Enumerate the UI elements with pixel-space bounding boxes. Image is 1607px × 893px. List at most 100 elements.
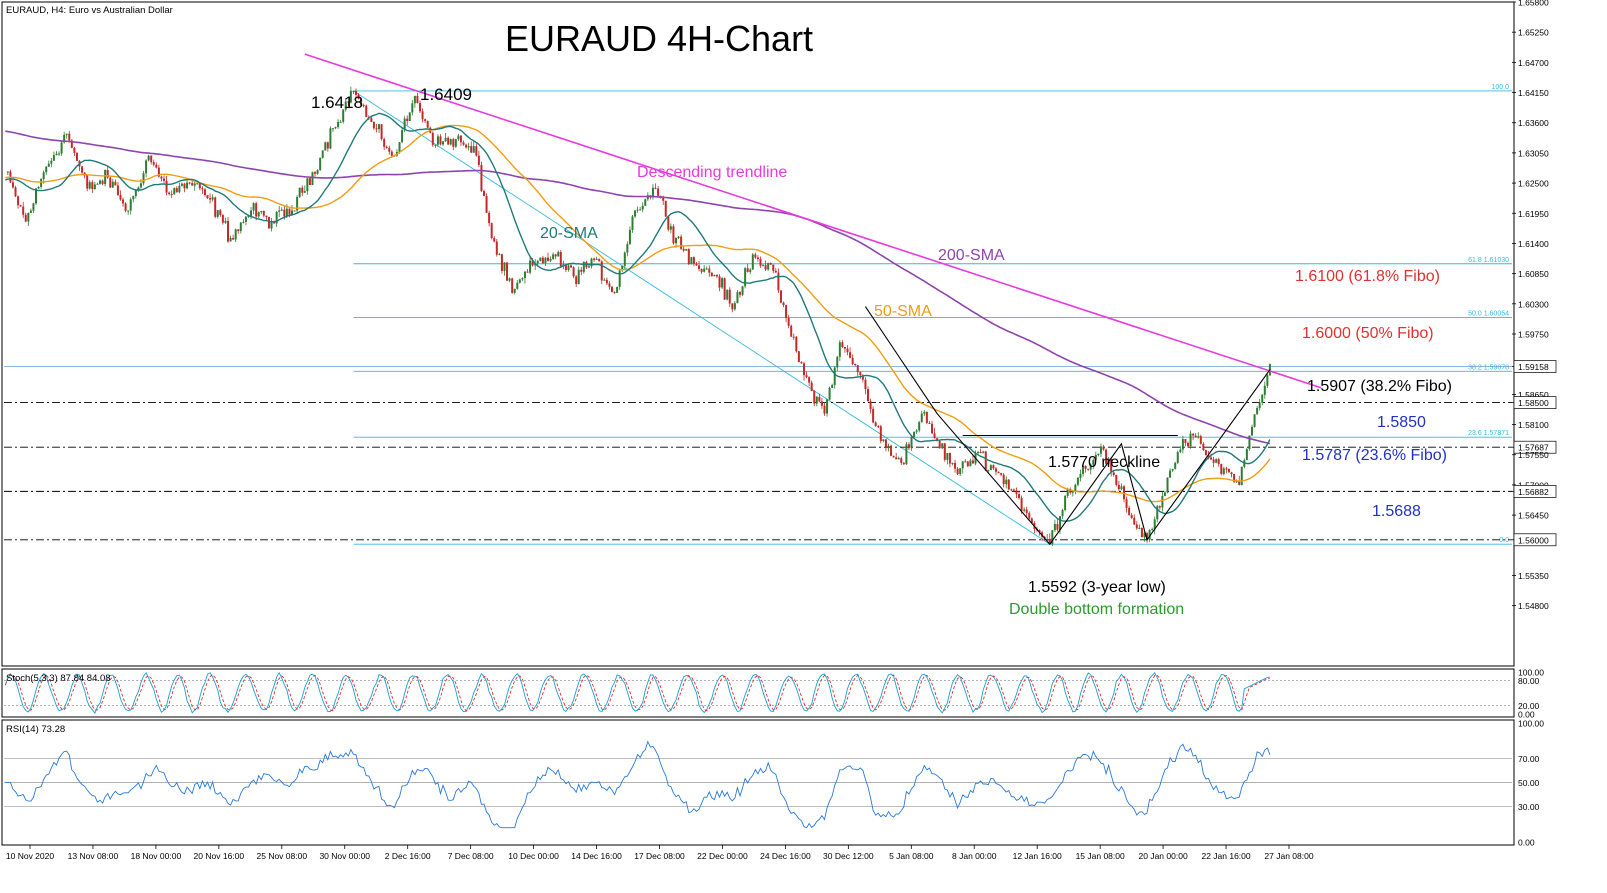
- candle-body: [503, 262, 506, 271]
- candle: [797, 351, 800, 363]
- candle-body: [1069, 489, 1072, 493]
- candle: [439, 134, 442, 146]
- candle: [723, 277, 726, 300]
- candle-body: [303, 191, 306, 193]
- candle: [933, 427, 936, 439]
- candle: [40, 177, 43, 189]
- candle-body: [388, 147, 391, 152]
- candle-body: [867, 389, 869, 402]
- candle: [1146, 531, 1149, 543]
- sma20-line: [5, 112, 1271, 522]
- candle-body: [1059, 516, 1061, 530]
- y-tick-label: 1.56882: [1518, 487, 1549, 497]
- candle: [1076, 476, 1079, 487]
- candle-body: [475, 146, 478, 156]
- candle: [1215, 458, 1218, 464]
- candle: [1194, 433, 1197, 438]
- candle: [81, 165, 84, 175]
- candle-body: [35, 188, 37, 204]
- candle: [462, 140, 465, 146]
- candle: [372, 121, 375, 130]
- candle: [344, 98, 347, 112]
- candle-body: [454, 139, 457, 147]
- candle: [603, 277, 606, 281]
- candle-body: [362, 105, 365, 107]
- stoch-signal-line: [4, 673, 1270, 712]
- candle: [1069, 487, 1072, 495]
- candle-body: [890, 445, 893, 456]
- candle-body: [342, 109, 345, 122]
- candle-body: [664, 200, 667, 217]
- stoch-title: Stoch(5,3,3) 87.84 84.08: [6, 673, 111, 684]
- annotations: 1.6418 1.6409 1.5770 neckline 1.5592 (3-yea…: [311, 85, 1452, 618]
- candle-body: [582, 261, 585, 272]
- rsi-tick-label: 100.00: [1518, 719, 1544, 729]
- candle: [1125, 496, 1128, 513]
- candle: [593, 257, 596, 262]
- y-tick-label: 1.58100: [1518, 420, 1549, 430]
- label-sma50: 50-SMA: [874, 303, 932, 320]
- candle-body: [1151, 528, 1154, 530]
- candle-body: [849, 352, 852, 358]
- candle-body: [1187, 442, 1189, 447]
- label-fibo-382: 1.5907 (38.2% Fibo): [1307, 378, 1452, 395]
- candle-body: [938, 441, 941, 449]
- candle: [203, 188, 206, 197]
- candle: [554, 253, 557, 260]
- candle-body: [55, 153, 58, 156]
- candle: [485, 193, 488, 214]
- candle: [905, 442, 908, 466]
- candle: [733, 300, 736, 311]
- candle-body: [915, 430, 918, 432]
- price-tag-box: [1513, 360, 1557, 373]
- candle-body: [508, 278, 511, 281]
- axes: 1.65800 1.65250 1.64700 1.64150 1.63600 1.630…: [6, 0, 1557, 861]
- candle: [1245, 447, 1248, 461]
- candle-body: [232, 237, 235, 240]
- candle: [1133, 514, 1136, 526]
- candle: [380, 123, 383, 141]
- candle: [598, 258, 601, 262]
- candle-body: [1220, 463, 1223, 474]
- candle-body: [1233, 474, 1236, 482]
- y-tick-label: 1.55350: [1518, 571, 1549, 581]
- candle-body: [843, 347, 846, 349]
- candle-body: [265, 215, 268, 218]
- candle: [872, 406, 875, 424]
- candle-body: [511, 278, 514, 293]
- candle-body: [211, 197, 214, 200]
- candle-body: [24, 214, 27, 222]
- candle: [718, 274, 721, 292]
- candle-body: [984, 451, 987, 471]
- candle: [401, 127, 404, 144]
- candle: [216, 210, 219, 219]
- candle-body: [357, 94, 360, 99]
- candle-body: [1089, 464, 1092, 470]
- y-tick-label: 1.58650: [1518, 390, 1549, 400]
- candle-body: [472, 146, 475, 153]
- fibo-diagonal: [353, 90, 1051, 545]
- candle: [992, 464, 995, 471]
- candle: [467, 142, 470, 151]
- candle: [298, 187, 301, 198]
- candle-body: [229, 237, 232, 242]
- candle-body: [536, 260, 539, 264]
- candle: [1092, 458, 1095, 470]
- candle-body: [1158, 506, 1161, 508]
- candle-body: [173, 188, 176, 195]
- rsi-tick-label: 30.00: [1518, 802, 1540, 812]
- candle: [1204, 449, 1207, 456]
- candle: [349, 86, 352, 104]
- candle: [513, 288, 516, 295]
- candle-body: [1245, 449, 1248, 461]
- candle-body: [1146, 533, 1149, 540]
- candle-body: [134, 189, 137, 197]
- candle: [1268, 363, 1271, 377]
- candle: [851, 354, 854, 366]
- candle: [1023, 507, 1026, 513]
- label-neckline: 1.5770 neckline: [1048, 454, 1160, 471]
- candle-body: [14, 187, 17, 197]
- candle: [1099, 443, 1102, 458]
- candle: [334, 126, 337, 130]
